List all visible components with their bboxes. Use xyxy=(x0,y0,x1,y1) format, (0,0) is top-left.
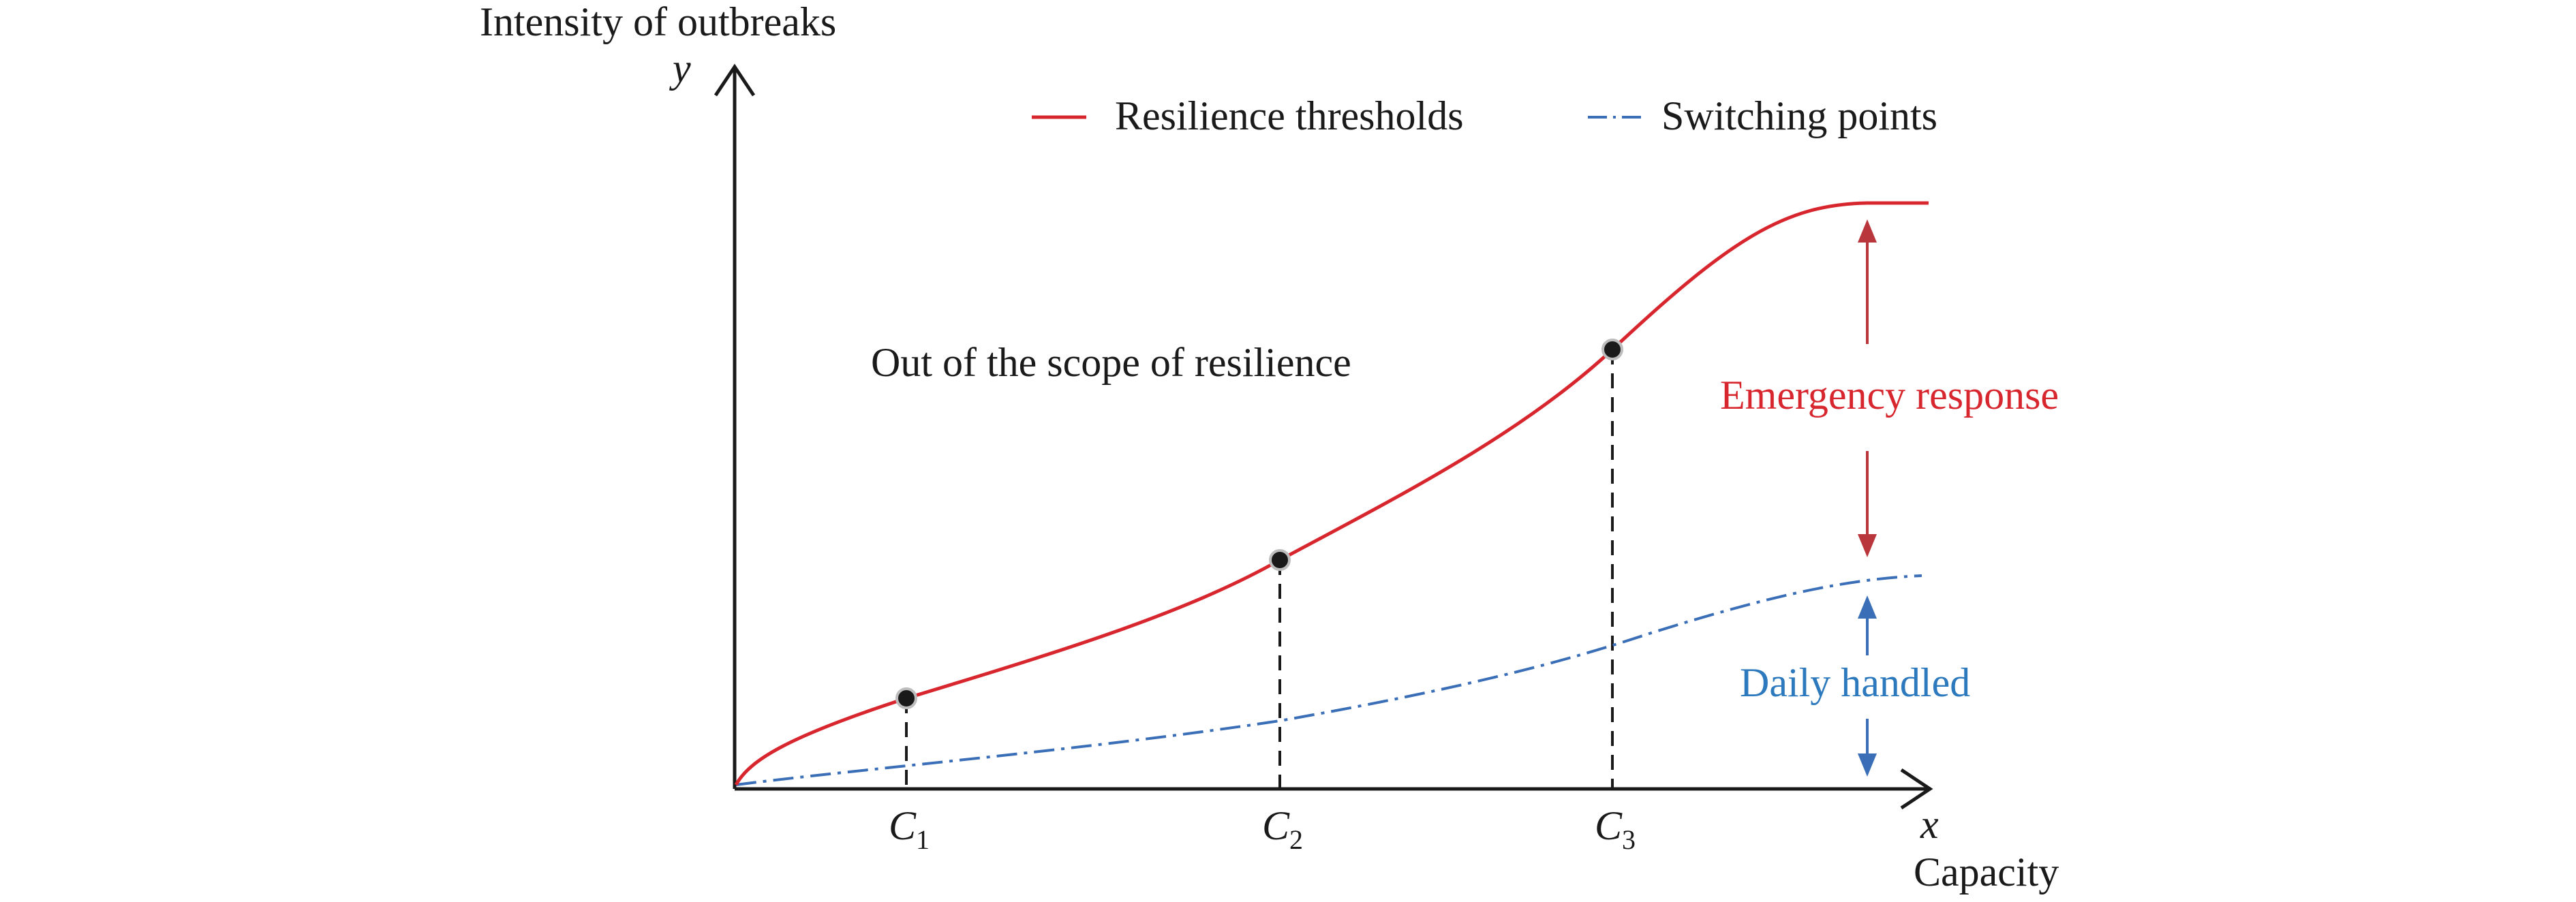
legend: Resilience thresholds Switching points xyxy=(1032,93,1937,138)
marker-c2 xyxy=(1269,549,1291,571)
emergency-arrowhead-down xyxy=(1858,534,1877,557)
resilience-thresholds-curve xyxy=(734,201,1929,786)
legend-label-resilience: Resilience thresholds xyxy=(1115,93,1464,138)
label-c2: C2 xyxy=(1262,803,1303,855)
label-c1: C1 xyxy=(889,803,930,855)
label-c3-subscript: 3 xyxy=(1622,824,1636,855)
marker-c3 xyxy=(1601,339,1623,360)
emergency-arrowhead-up xyxy=(1858,219,1877,243)
x-axis-title: Capacity xyxy=(1914,850,2059,895)
y-axis-arrowhead xyxy=(714,63,756,97)
capacity-guides xyxy=(905,349,1614,789)
x-axis-arrowhead xyxy=(1900,768,1933,810)
daily-arrowhead-up xyxy=(1858,595,1877,619)
daily-arrow xyxy=(1858,595,1877,777)
label-c3: C3 xyxy=(1595,803,1636,855)
label-c3-letter: C xyxy=(1595,803,1623,848)
legend-label-switching: Switching points xyxy=(1661,93,1937,138)
switching-points-curve xyxy=(735,574,1922,786)
daily-handled-label: Daily handled xyxy=(1740,660,1970,705)
axes xyxy=(714,63,1933,810)
marker-c1 xyxy=(895,687,917,709)
daily-arrowhead-down xyxy=(1858,753,1877,777)
label-c2-subscript: 2 xyxy=(1289,824,1303,855)
y-axis-symbol: y xyxy=(669,46,691,91)
label-c2-letter: C xyxy=(1262,803,1290,848)
label-c1-letter: C xyxy=(889,803,917,848)
threshold-markers xyxy=(895,339,1623,709)
label-c1-subscript: 1 xyxy=(916,824,930,855)
emergency-response-label: Emergency response xyxy=(1720,373,2059,418)
emergency-arrow xyxy=(1858,219,1877,557)
capacity-labels: C1 C2 C3 xyxy=(889,803,1636,855)
x-axis-symbol: x xyxy=(1920,802,1939,847)
out-of-scope-label: Out of the scope of resilience xyxy=(871,340,1351,385)
y-axis-title: Intensity of outbreaks xyxy=(480,0,836,44)
